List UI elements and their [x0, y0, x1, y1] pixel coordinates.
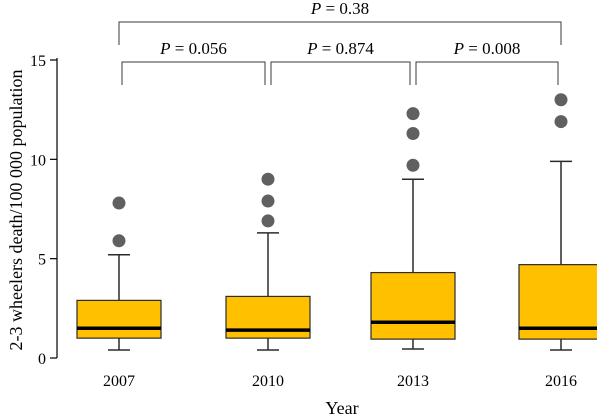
- bracket-line: [121, 61, 266, 85]
- axes: 0 5 10 15 2007 2010 2013 2016: [30, 53, 577, 390]
- outlier-point: [406, 158, 420, 172]
- outlier-point: [261, 172, 275, 186]
- boxes: [76, 93, 597, 351]
- bracket-2007-2016: P = 0.38: [118, 0, 562, 45]
- bracket-2007-2010: P = 0.056: [121, 39, 266, 85]
- p-value-label: P = 0.38: [310, 0, 369, 18]
- y-tick-label: 0: [38, 351, 46, 368]
- iqr-box: [76, 299, 162, 339]
- x-tick-label: 2010: [252, 373, 284, 390]
- outlier-point: [554, 115, 568, 129]
- y-tick-label: 10: [30, 152, 46, 169]
- outlier-point: [261, 194, 275, 208]
- x-tick-label: 2013: [397, 373, 429, 390]
- x-tick-label: 2007: [103, 373, 135, 390]
- bracket-line: [270, 61, 411, 85]
- box-2016: [518, 93, 597, 351]
- p-value-label: P = 0.056: [159, 39, 227, 58]
- bracket-line: [415, 61, 559, 85]
- significance-brackets: P = 0.056 P = 0.874 P = 0.008 P = 0.38: [118, 0, 562, 85]
- x-axis-title: Year: [325, 398, 358, 418]
- outlier-point: [406, 127, 420, 141]
- box-2007: [76, 196, 162, 351]
- y-axis-title: 2-3 wheelers death/100 000 population: [6, 70, 26, 351]
- y-tick-label: 15: [30, 53, 46, 70]
- y-tick-label: 5: [38, 252, 46, 269]
- box-2010: [225, 172, 311, 351]
- outlier-point: [112, 234, 126, 248]
- outlier-point: [406, 107, 420, 121]
- bracket-2010-2013: P = 0.874: [270, 39, 411, 85]
- p-value-label: P = 0.008: [453, 39, 521, 58]
- outlier-point: [112, 196, 126, 210]
- box-2013: [370, 107, 456, 350]
- x-tick-label: 2016: [545, 373, 577, 390]
- bracket-line: [118, 21, 562, 45]
- bracket-2013-2016: P = 0.008: [415, 39, 559, 85]
- outlier-point: [261, 214, 275, 228]
- outlier-point: [554, 93, 568, 107]
- iqr-box: [370, 271, 456, 340]
- p-value-label: P = 0.874: [306, 39, 374, 58]
